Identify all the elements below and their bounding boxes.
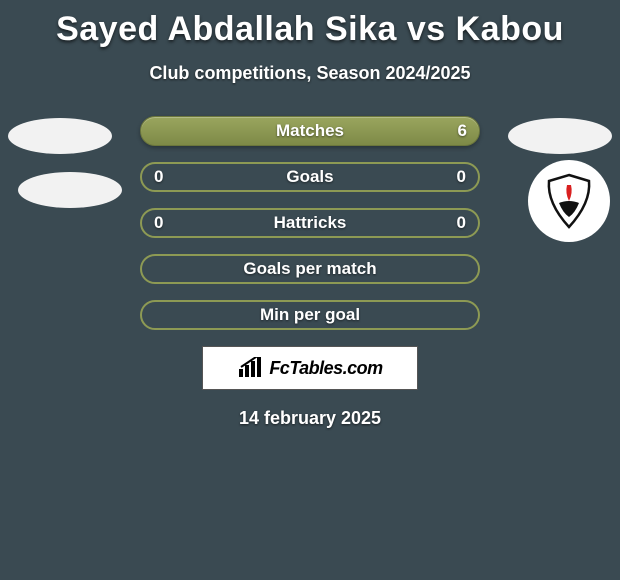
- bar-label: Matches: [276, 121, 344, 141]
- bar-min-per-goal: Min per goal: [140, 300, 480, 330]
- bar-chart-icon: [237, 357, 265, 379]
- player1-club-placeholder: [18, 172, 122, 208]
- player2-club-badge: [528, 160, 610, 242]
- page-subtitle: Club competitions, Season 2024/2025: [0, 63, 620, 84]
- bar-label: Goals: [286, 167, 333, 187]
- bar-label: Min per goal: [260, 305, 360, 325]
- bar-left-value: 0: [154, 167, 163, 187]
- logo-text: FcTables.com: [269, 358, 382, 379]
- footer-date: 14 february 2025: [0, 408, 620, 429]
- shield-icon: [539, 171, 599, 231]
- bar-left-value: 0: [154, 213, 163, 233]
- bar-matches: Matches 6: [140, 116, 480, 146]
- bar-label: Hattricks: [274, 213, 347, 233]
- player2-avatar-placeholder: [508, 118, 612, 154]
- logo-box: FcTables.com: [202, 346, 418, 390]
- bar-right-value: 0: [457, 167, 466, 187]
- bar-label: Goals per match: [243, 259, 376, 279]
- bar-hattricks: 0 Hattricks 0: [140, 208, 480, 238]
- bar-goals: 0 Goals 0: [140, 162, 480, 192]
- bar-right-value: 0: [457, 213, 466, 233]
- bar-goals-per-match: Goals per match: [140, 254, 480, 284]
- page-title: Sayed Abdallah Sika vs Kabou: [0, 0, 620, 49]
- player1-avatar-placeholder: [8, 118, 112, 154]
- bar-right-value: 6: [458, 121, 467, 141]
- stats-bars: Matches 6 0 Goals 0 0 Hattricks 0 Goals …: [140, 116, 480, 330]
